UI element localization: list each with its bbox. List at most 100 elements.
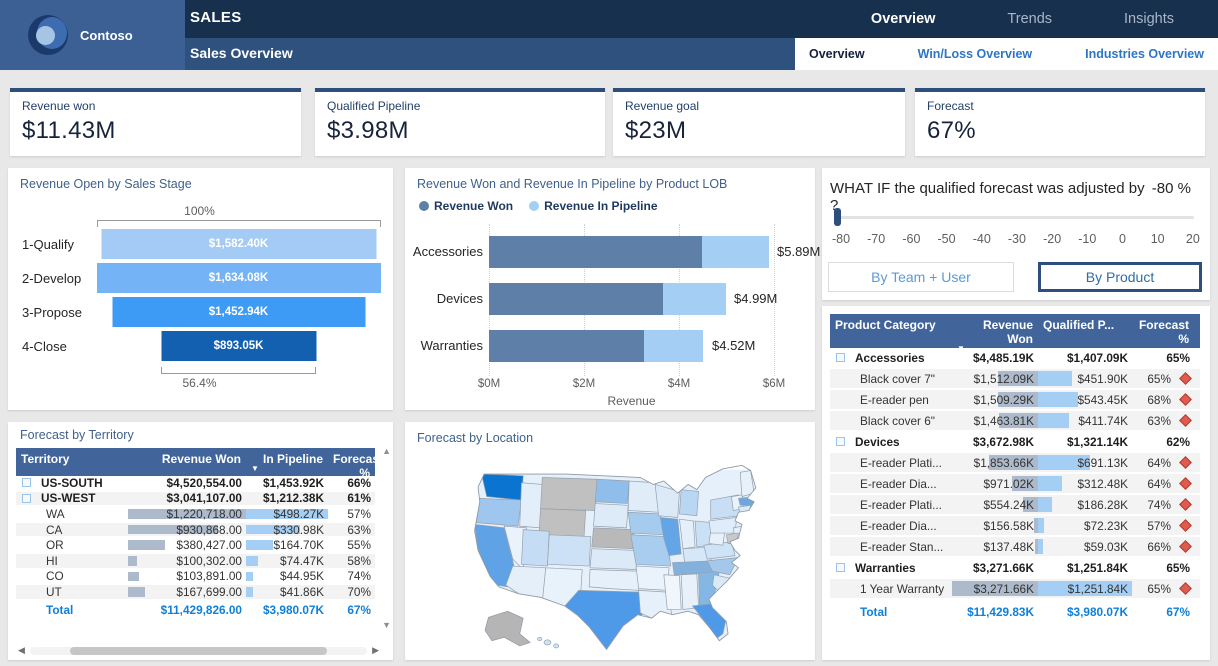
group-row-us-west[interactable]: US-WEST $3,041,107.00 $1,212.38K 61% (16, 491, 375, 508)
legend-dot (529, 201, 540, 211)
funnel-bar[interactable]: $1,452.94K (112, 297, 365, 327)
item-name: OR (46, 538, 64, 553)
sub-tab-industries-overview[interactable]: Industries Overview (1085, 47, 1204, 61)
detail-row-e-reader-stan[interactable]: E-reader Stan... $137.48K $59.03K 66% (830, 537, 1200, 558)
forecast-cell: 65% (1132, 579, 1194, 598)
item-name: Black cover 7" (860, 371, 935, 386)
group-row-us-south[interactable]: US-SOUTH $4,520,554.00 $1,453.92K 66% (16, 476, 375, 492)
column-header-forecast[interactable]: Forecast % (333, 452, 384, 480)
pipeline-bar-segment[interactable] (663, 283, 726, 315)
state-il[interactable] (659, 517, 682, 557)
top-tab-trends[interactable]: Trends (1007, 11, 1053, 27)
detail-row-co[interactable]: CO $103,891.00 $44.95K 74% (16, 569, 375, 586)
slider-tick-label: -70 (867, 232, 886, 246)
detail-row-1-year-warranty[interactable]: 1 Year Warranty $3,271.66K $1,251.84K 65% (830, 579, 1200, 600)
detail-row-e-reader-dia[interactable]: E-reader Dia... $156.58K $72.23K 57% (830, 516, 1200, 537)
state-tx[interactable] (564, 590, 646, 650)
scrollbar-thumb[interactable] (70, 646, 327, 655)
legend-label: Revenue In Pipeline (544, 199, 658, 213)
lob-total-label: $5.89M (777, 244, 821, 259)
slider-tick-label: 0 (1119, 232, 1126, 246)
column-header-product-category[interactable]: Product Category (835, 318, 936, 332)
funnel-row[interactable]: 3-Propose $1,452.94K (14, 295, 385, 329)
territory-horizontal-scrollbar[interactable]: ◀ ▶ (18, 645, 379, 655)
scroll-up-icon[interactable]: ▲ (382, 446, 391, 456)
expand-icon[interactable] (836, 353, 845, 362)
won-bar-segment[interactable] (489, 283, 663, 315)
kpi-flag-icon (1179, 540, 1192, 553)
detail-row-or[interactable]: OR $380,427.00 $164.70K 55% (16, 538, 375, 554)
won-data-bar (1034, 539, 1038, 554)
territory-vertical-scrollbar[interactable]: ▲ ▼ (381, 446, 391, 630)
detail-row-e-reader-pen[interactable]: E-reader pen $1,509.29K $543.45K 68% (830, 390, 1200, 411)
item-name: WA (46, 506, 65, 521)
state-hi[interactable] (543, 639, 552, 646)
expand-icon[interactable] (22, 478, 31, 488)
whatif-slider-handle[interactable] (834, 208, 841, 226)
table-header: Territory Revenue Won In Pipeline ▼ Forecast… (16, 448, 384, 480)
expand-icon[interactable] (22, 493, 31, 503)
by-product-button[interactable]: By Product (1038, 262, 1202, 292)
group-row-accessories[interactable]: Accessories $4,485.19K $1,407.09K 65% (830, 348, 1200, 369)
expand-icon[interactable] (836, 563, 845, 572)
detail-row-e-reader-dia[interactable]: E-reader Dia... $971.02K $312.48K 64% (830, 474, 1200, 495)
pipeline-cell: $312.48K (1038, 474, 1132, 493)
revenue-won-cell: $1,220,718.00 (128, 507, 246, 521)
scroll-left-icon[interactable]: ◀ (18, 645, 25, 655)
column-header-revenue-won[interactable]: Revenue Won (161, 452, 241, 466)
funnel-bar[interactable]: $893.05K (161, 331, 316, 361)
won-data-bar (128, 571, 139, 582)
detail-row-ca[interactable]: CA $930,868.00 $330.98K 63% (16, 523, 375, 539)
funnel-row[interactable]: 4-Close $893.05K (14, 329, 385, 363)
group-row-warranties[interactable]: Warranties $3,271.66K $1,251.84K 65% (830, 558, 1200, 579)
column-header-qualified-p[interactable]: Qualified P... (1043, 318, 1115, 332)
detail-row-hi[interactable]: HI $100,302.00 $74.47K 58% (16, 554, 375, 570)
name-cell: E-reader Dia... (830, 516, 952, 535)
sub-tab-win-loss-overview[interactable]: Win/Loss Overview (917, 47, 1033, 61)
whatif-slider-track[interactable] (836, 216, 1194, 219)
pipeline-bar-segment[interactable] (644, 330, 703, 362)
item-name: CO (46, 569, 64, 584)
lob-category-label: Devices (436, 291, 483, 306)
map-card: Forecast by Location (405, 422, 815, 660)
detail-row-e-reader-plati[interactable]: E-reader Plati... $554.24K $186.28K 74% (830, 495, 1200, 516)
funnel-row[interactable]: 2-Develop $1,634.08K (14, 261, 385, 295)
top-tab-insights[interactable]: Insights (1124, 11, 1174, 27)
won-bar-segment[interactable] (489, 236, 702, 268)
detail-row-ut[interactable]: UT $167,699.00 $41.86K 70% (16, 585, 375, 601)
forecast-cell: 68% (1132, 390, 1194, 409)
funnel-row[interactable]: 1-Qualify $1,582.40K (14, 227, 385, 261)
detail-row-black-cover-6[interactable]: Black cover 6" $1,463.81K $411.74K 63% (830, 411, 1200, 432)
sub-tab-overview[interactable]: Overview (809, 47, 865, 61)
detail-row-wa[interactable]: WA $1,220,718.00 $498.27K 57% (16, 507, 375, 523)
us-choropleth-map[interactable] (413, 448, 807, 652)
top-tab-overview[interactable]: Overview (870, 11, 936, 27)
column-header-territory[interactable]: Territory (21, 452, 70, 466)
state-ak[interactable] (484, 610, 531, 647)
state-or[interactable] (475, 497, 522, 527)
territory-table: Territory Revenue Won In Pipeline ▼ Forecast… (16, 448, 384, 618)
pipeline-cell: $330.98K (246, 523, 328, 537)
pipeline-bar-segment[interactable] (702, 236, 769, 268)
funnel-bar[interactable]: $1,582.40K (101, 229, 376, 259)
column-header-forecast[interactable]: Forecast % (1138, 318, 1189, 346)
by-team-user-button[interactable]: By Team + User (828, 262, 1014, 292)
state-ne[interactable] (591, 527, 635, 550)
x-tick-label: $6M (762, 378, 786, 390)
detail-row-e-reader-plati[interactable]: E-reader Plati... $1,853.66K $691.13K 64% (830, 453, 1200, 474)
detail-row-black-cover-7[interactable]: Black cover 7" $1,512.09K $451.90K 65% (830, 369, 1200, 390)
scroll-down-icon[interactable]: ▼ (382, 620, 391, 630)
expand-icon[interactable] (836, 437, 845, 446)
forecast-cell: 74% (347, 569, 371, 584)
group-row-devices[interactable]: Devices $3,672.98K $1,321.14K 62% (830, 432, 1200, 453)
won-bar-segment[interactable] (489, 330, 644, 362)
won-data-bar (128, 524, 218, 535)
state-mt[interactable] (540, 477, 598, 511)
column-header-in-pipeline[interactable]: In Pipeline ▼ (251, 452, 323, 473)
funnel-bar[interactable]: $1,634.08K (96, 263, 381, 293)
state-wa[interactable] (481, 473, 524, 501)
column-header-revenue-won[interactable]: Revenue Won ▼ (957, 318, 1033, 353)
revenue-won-cell: $971.02K (952, 474, 1038, 493)
scroll-right-icon[interactable]: ▶ (372, 645, 379, 655)
state-fl[interactable] (691, 602, 727, 640)
